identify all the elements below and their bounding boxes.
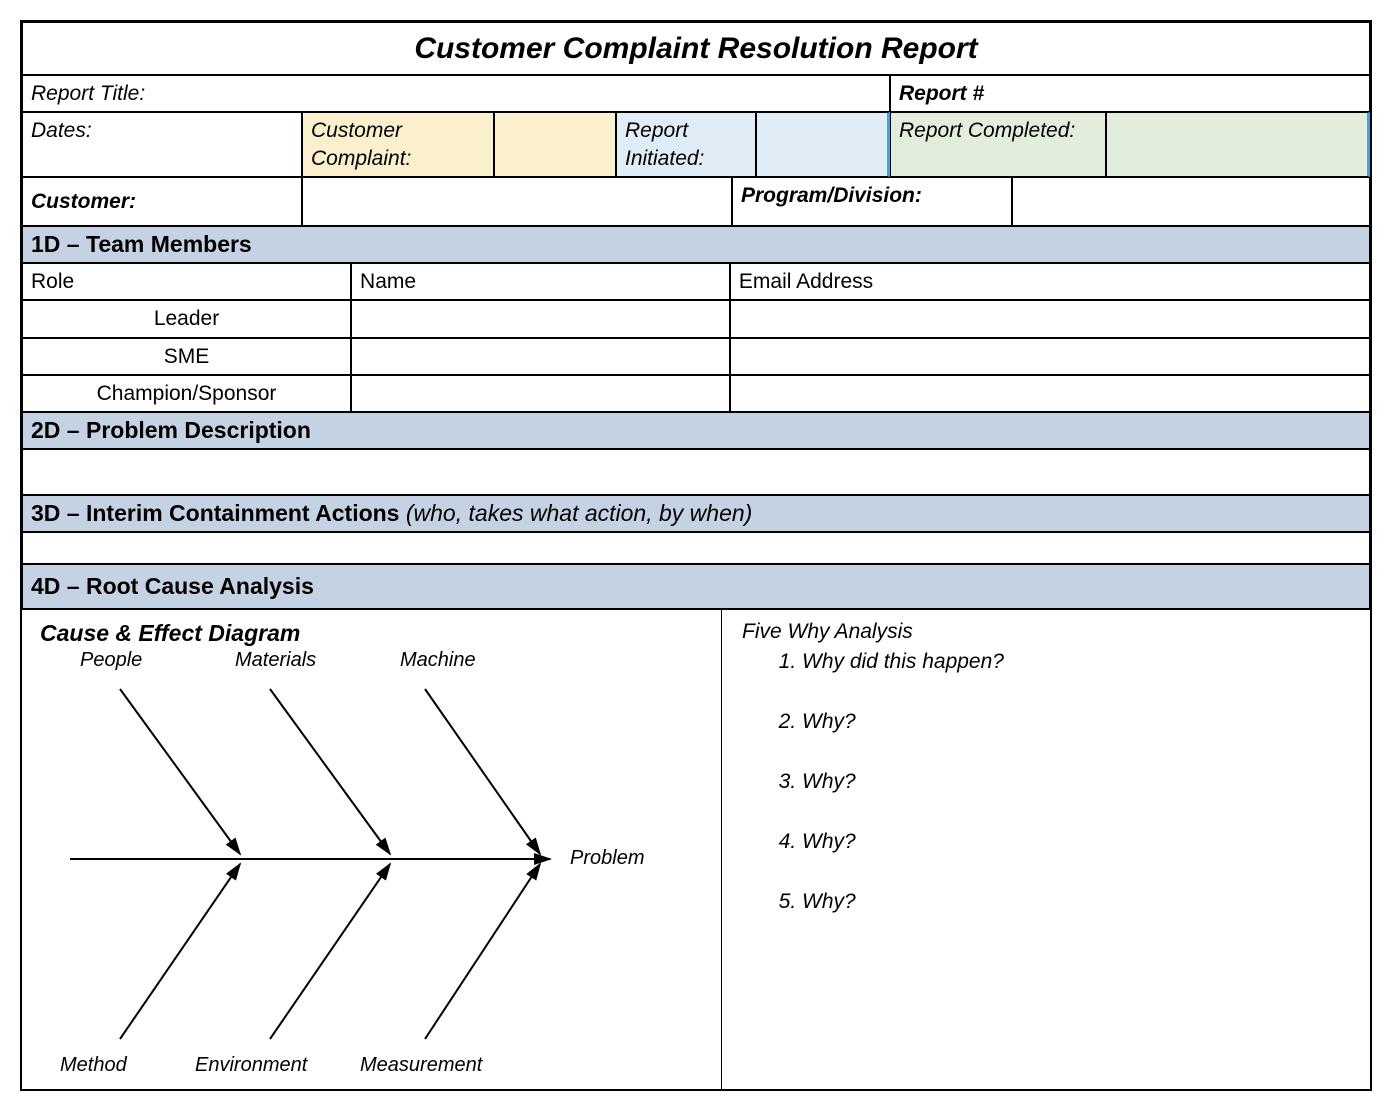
team-name-cell[interactable] — [351, 300, 730, 337]
program-division-value[interactable] — [1012, 177, 1370, 226]
report-completed-label: Report Completed: — [890, 112, 1106, 177]
cause-effect-panel: Cause & Effect Diagram People Materials Ma… — [22, 610, 722, 1089]
team-role-cell: Leader — [22, 300, 351, 337]
title-row: Customer Complaint Resolution Report — [22, 22, 1370, 75]
team-email-cell[interactable] — [730, 300, 1370, 337]
report-title-number-row: Report Title: Report # — [22, 75, 1370, 112]
section-3d-body[interactable] — [22, 532, 1370, 564]
why-item: Why? — [802, 830, 1350, 854]
customer-value[interactable] — [302, 177, 732, 226]
five-why-title: Five Why Analysis — [742, 620, 1350, 644]
section-3d-header: 3D – Interim Containment Actions (who, t… — [22, 495, 1370, 532]
program-division-label: Program/Division: — [732, 177, 1012, 226]
section-2d-body[interactable] — [22, 449, 1370, 495]
fishbone-bone-label: Materials — [235, 649, 316, 672]
section-3d-subtitle: (who, takes what action, by when) — [406, 500, 752, 526]
table-row: Leader — [22, 300, 1370, 337]
why-item: Why? — [802, 770, 1350, 794]
team-col-header: Name — [351, 263, 730, 300]
customer-complaint-value[interactable] — [494, 112, 616, 177]
section-4d-header: 4D – Root Cause Analysis — [22, 564, 1370, 609]
report-number-label: Report # — [890, 75, 1370, 112]
why-item: Why did this happen? — [802, 650, 1350, 674]
team-col-header: Email Address — [730, 263, 1370, 300]
fishbone-bone-label: Machine — [400, 649, 476, 672]
why-item: Why? — [802, 710, 1350, 734]
team-table: RoleNameEmail Address LeaderSMEChampion/S… — [22, 263, 1370, 412]
report-initiated-value[interactable] — [756, 112, 890, 177]
fishbone-diagram: People Materials Machine Method Environment M… — [40, 649, 700, 1079]
section-4d-body: Cause & Effect Diagram People Materials Ma… — [22, 609, 1370, 1089]
fishbone-bone-label: People — [80, 649, 142, 672]
fishbone-bone-label: Measurement — [360, 1054, 482, 1077]
fishbone-head-label: Problem — [570, 847, 644, 870]
fishbone-bone-label: Method — [60, 1054, 127, 1077]
fishbone-bone-label: Environment — [195, 1054, 307, 1077]
report-container: Customer Complaint Resolution Report Rep… — [20, 20, 1372, 1091]
dates-label: Dates: — [22, 112, 302, 177]
section-2d-header: 2D – Problem Description — [22, 412, 1370, 449]
team-email-cell[interactable] — [730, 375, 1370, 412]
customer-complaint-label: Customer Complaint: — [302, 112, 494, 177]
customer-label: Customer: — [22, 177, 302, 226]
team-email-cell[interactable] — [730, 338, 1370, 375]
dates-row: Dates: Customer Complaint: Report Initia… — [22, 112, 1370, 177]
report-completed-value[interactable] — [1106, 112, 1370, 177]
five-why-list: Why did this happen? Why? Why? Why? Why? — [742, 650, 1350, 914]
table-row: SME — [22, 338, 1370, 375]
cause-effect-title: Cause & Effect Diagram — [40, 620, 711, 647]
table-row: Champion/Sponsor — [22, 375, 1370, 412]
team-name-cell[interactable] — [351, 338, 730, 375]
section-1d-header: 1D – Team Members — [22, 226, 1370, 263]
team-name-cell[interactable] — [351, 375, 730, 412]
report-title: Customer Complaint Resolution Report — [22, 22, 1370, 75]
report-initiated-label: Report Initiated: — [616, 112, 756, 177]
report-title-label: Report Title: — [22, 75, 890, 112]
team-col-header: Role — [22, 263, 351, 300]
team-role-cell: Champion/Sponsor — [22, 375, 351, 412]
why-item: Why? — [802, 890, 1350, 914]
section-3d-title: 3D – Interim Containment Actions — [31, 500, 399, 526]
team-role-cell: SME — [22, 338, 351, 375]
customer-program-row: Customer: Program/Division: — [22, 177, 1370, 226]
five-why-panel: Five Why Analysis Why did this happen?Wh… — [722, 610, 1370, 1089]
